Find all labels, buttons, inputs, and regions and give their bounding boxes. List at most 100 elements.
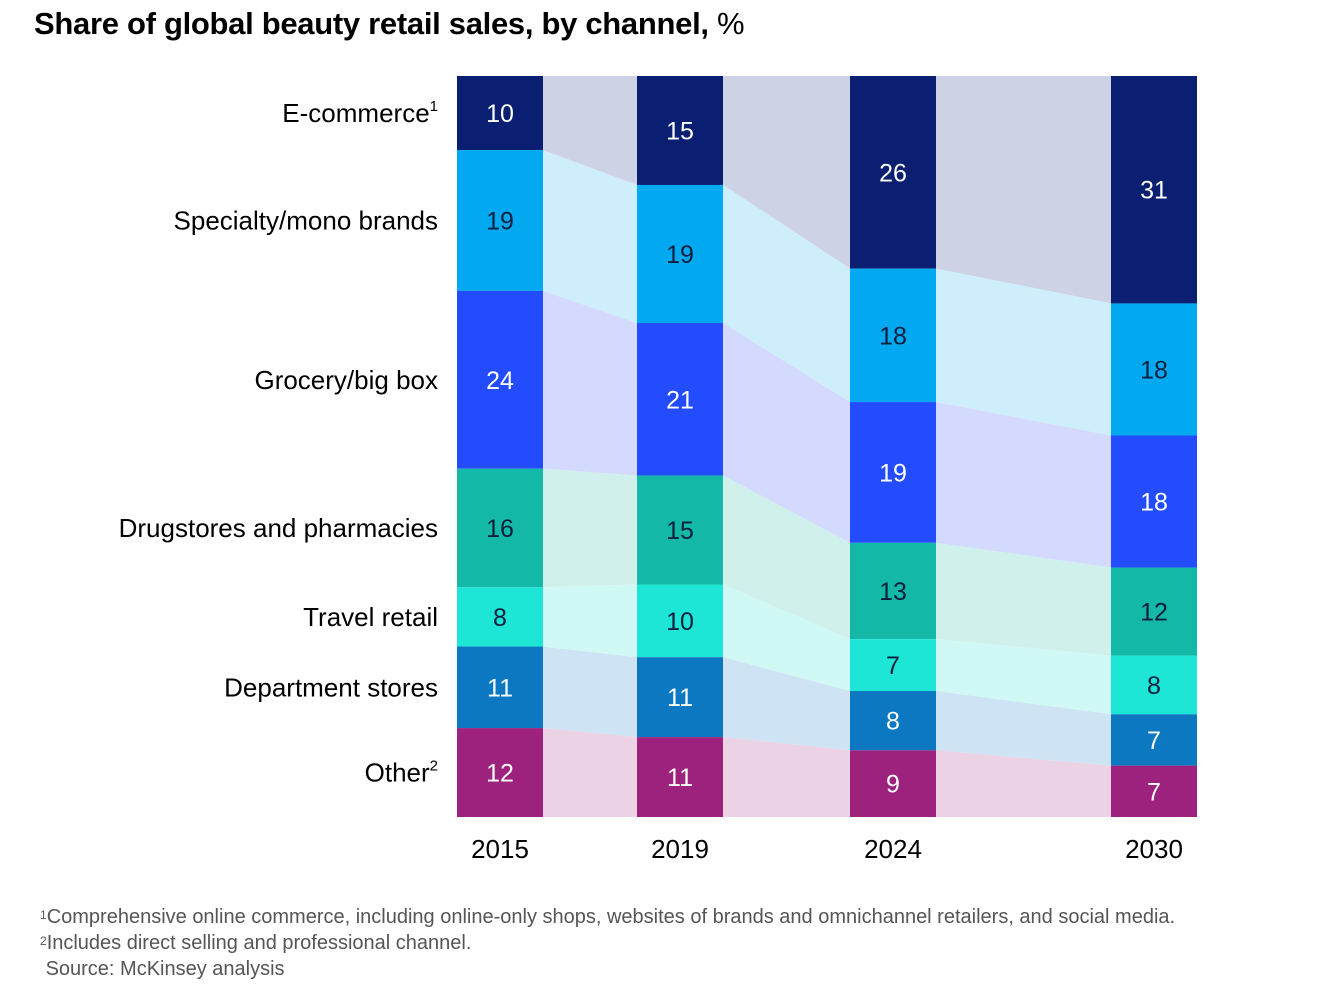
footnote-2-mark: 2 <box>40 934 47 948</box>
data-label-2019-s4: 10 <box>666 608 694 636</box>
data-label-2015-s5: 11 <box>487 674 513 702</box>
band-2015-2019-s3 <box>543 468 637 588</box>
data-label-2019-s1: 19 <box>666 241 694 269</box>
data-label-2024-s0: 26 <box>879 159 907 187</box>
chart-title-unit: % <box>717 6 745 41</box>
x-tick-label-2019: 2019 <box>651 834 709 864</box>
bar-2015-s3 <box>457 468 543 588</box>
bar-2030-s1 <box>1111 303 1197 436</box>
bar-2019-s1 <box>637 184 723 323</box>
bar-2019-s5 <box>637 657 723 738</box>
footnote-2: 2Includes direct selling and professiona… <box>40 930 1175 956</box>
data-label-2015-s1: 19 <box>486 207 514 235</box>
bar-2019-s0 <box>637 76 723 185</box>
band-2024-2030-s0 <box>936 76 1111 304</box>
series-label-5: Department stores <box>224 672 438 702</box>
band-2015-2019-s0 <box>543 76 637 185</box>
footnote-1-mark: 1 <box>40 908 47 922</box>
footnote-1: 1Comprehensive online commerce, includin… <box>40 904 1175 930</box>
data-label-2030-s3: 12 <box>1140 599 1168 627</box>
band-2024-2030-s4 <box>936 639 1111 715</box>
band-2015-2019-s4 <box>543 584 637 658</box>
series-label-6: Other2 <box>365 758 438 788</box>
data-label-2030-s4: 8 <box>1147 672 1161 700</box>
band-2019-2024-s1 <box>723 184 850 403</box>
data-label-2024-s6: 9 <box>886 771 900 799</box>
bar-2030-s6 <box>1111 765 1197 817</box>
data-label-2019-s2: 21 <box>666 386 694 414</box>
bar-2030-s4 <box>1111 655 1197 715</box>
series-label-0: E-commerce1 <box>282 98 438 128</box>
bar-2024-s6 <box>850 750 936 817</box>
band-2015-2019-s2 <box>543 290 637 476</box>
bar-2015-s2 <box>457 290 543 469</box>
data-label-2015-s4: 8 <box>493 604 507 632</box>
data-label-2015-s3: 16 <box>486 515 514 543</box>
bar-2015-s0 <box>457 76 543 151</box>
chart-title: Share of global beauty retail sales, by … <box>34 6 745 42</box>
band-2019-2024-s0 <box>723 76 850 269</box>
series-label-3: Drugstores and pharmacies <box>119 513 438 543</box>
bar-2019-s6 <box>637 737 723 817</box>
bar-2024-s2 <box>850 402 936 543</box>
bar-2019-s3 <box>637 475 723 585</box>
bar-2030-s2 <box>1111 435 1197 568</box>
band-2019-2024-s2 <box>723 323 850 543</box>
data-label-2024-s2: 19 <box>879 459 907 487</box>
data-label-2030-s2: 18 <box>1140 489 1168 517</box>
footnote-2-text: Includes direct selling and professional… <box>46 932 472 954</box>
x-tick-label-2030: 2030 <box>1125 834 1183 864</box>
bar-2019-s2 <box>637 323 723 476</box>
data-label-2019-s0: 15 <box>666 117 694 145</box>
data-label-2024-s1: 18 <box>879 322 907 350</box>
bar-2015-s4 <box>457 587 543 647</box>
data-label-2024-s5: 8 <box>886 708 900 736</box>
bar-2024-s5 <box>850 691 936 751</box>
footnotes: 1Comprehensive online commerce, includin… <box>40 904 1175 982</box>
data-label-2030-s6: 7 <box>1147 778 1161 806</box>
bar-2015-s1 <box>457 150 543 291</box>
data-label-2015-s2: 24 <box>486 367 514 395</box>
chart-title-main: Share of global beauty retail sales, by … <box>34 6 709 41</box>
band-2024-2030-s3 <box>936 542 1111 656</box>
footnote-1-text: Comprehensive online commerce, including… <box>46 906 1176 928</box>
bar-2024-s0 <box>850 76 936 269</box>
bar-2030-s3 <box>1111 567 1197 656</box>
band-2024-2030-s5 <box>936 691 1111 766</box>
band-2019-2024-s5 <box>723 657 850 751</box>
data-label-2024-s3: 13 <box>879 578 907 606</box>
x-tick-label-2015: 2015 <box>471 834 529 864</box>
data-label-2030-s0: 31 <box>1140 177 1168 205</box>
data-label-2015-s0: 10 <box>486 100 514 128</box>
bar-2015-s6 <box>457 728 543 817</box>
band-2015-2019-s6 <box>543 728 637 817</box>
data-label-2030-s1: 18 <box>1140 356 1168 384</box>
bar-2024-s3 <box>850 542 936 640</box>
band-2015-2019-s5 <box>543 646 637 738</box>
x-tick-label-2024: 2024 <box>864 834 922 864</box>
band-2024-2030-s6 <box>936 750 1111 817</box>
bar-2015-s5 <box>457 646 543 729</box>
band-2019-2024-s6 <box>723 737 850 817</box>
data-label-2030-s5: 7 <box>1147 727 1161 755</box>
series-label-2: Grocery/big box <box>254 365 438 395</box>
bar-2030-s5 <box>1111 714 1197 766</box>
bar-2030-s0 <box>1111 76 1197 304</box>
data-label-2024-s4: 7 <box>886 652 900 680</box>
series-label-4: Travel retail <box>303 602 438 632</box>
source-note: Source: McKinsey analysis <box>40 956 1175 982</box>
stacked-bar-chart: 10 19 24 16 8 11 12 2015 15 19 21 15 10 11 11 2019 26 18 1… <box>119 76 1197 864</box>
band-2015-2019-s1 <box>543 150 637 323</box>
bar-2019-s4 <box>637 584 723 658</box>
series-label-1: Specialty/mono brands <box>174 205 438 235</box>
band-2019-2024-s3 <box>723 475 850 640</box>
data-label-2019-s3: 15 <box>666 517 694 545</box>
bar-2024-s1 <box>850 268 936 403</box>
data-label-2019-s5: 11 <box>667 684 693 712</box>
band-2024-2030-s2 <box>936 402 1111 568</box>
band-2024-2030-s1 <box>936 268 1111 436</box>
bar-2024-s4 <box>850 639 936 692</box>
data-label-2019-s6: 11 <box>667 764 693 792</box>
band-2019-2024-s4 <box>723 584 850 692</box>
source-text: Source: McKinsey analysis <box>45 958 285 980</box>
